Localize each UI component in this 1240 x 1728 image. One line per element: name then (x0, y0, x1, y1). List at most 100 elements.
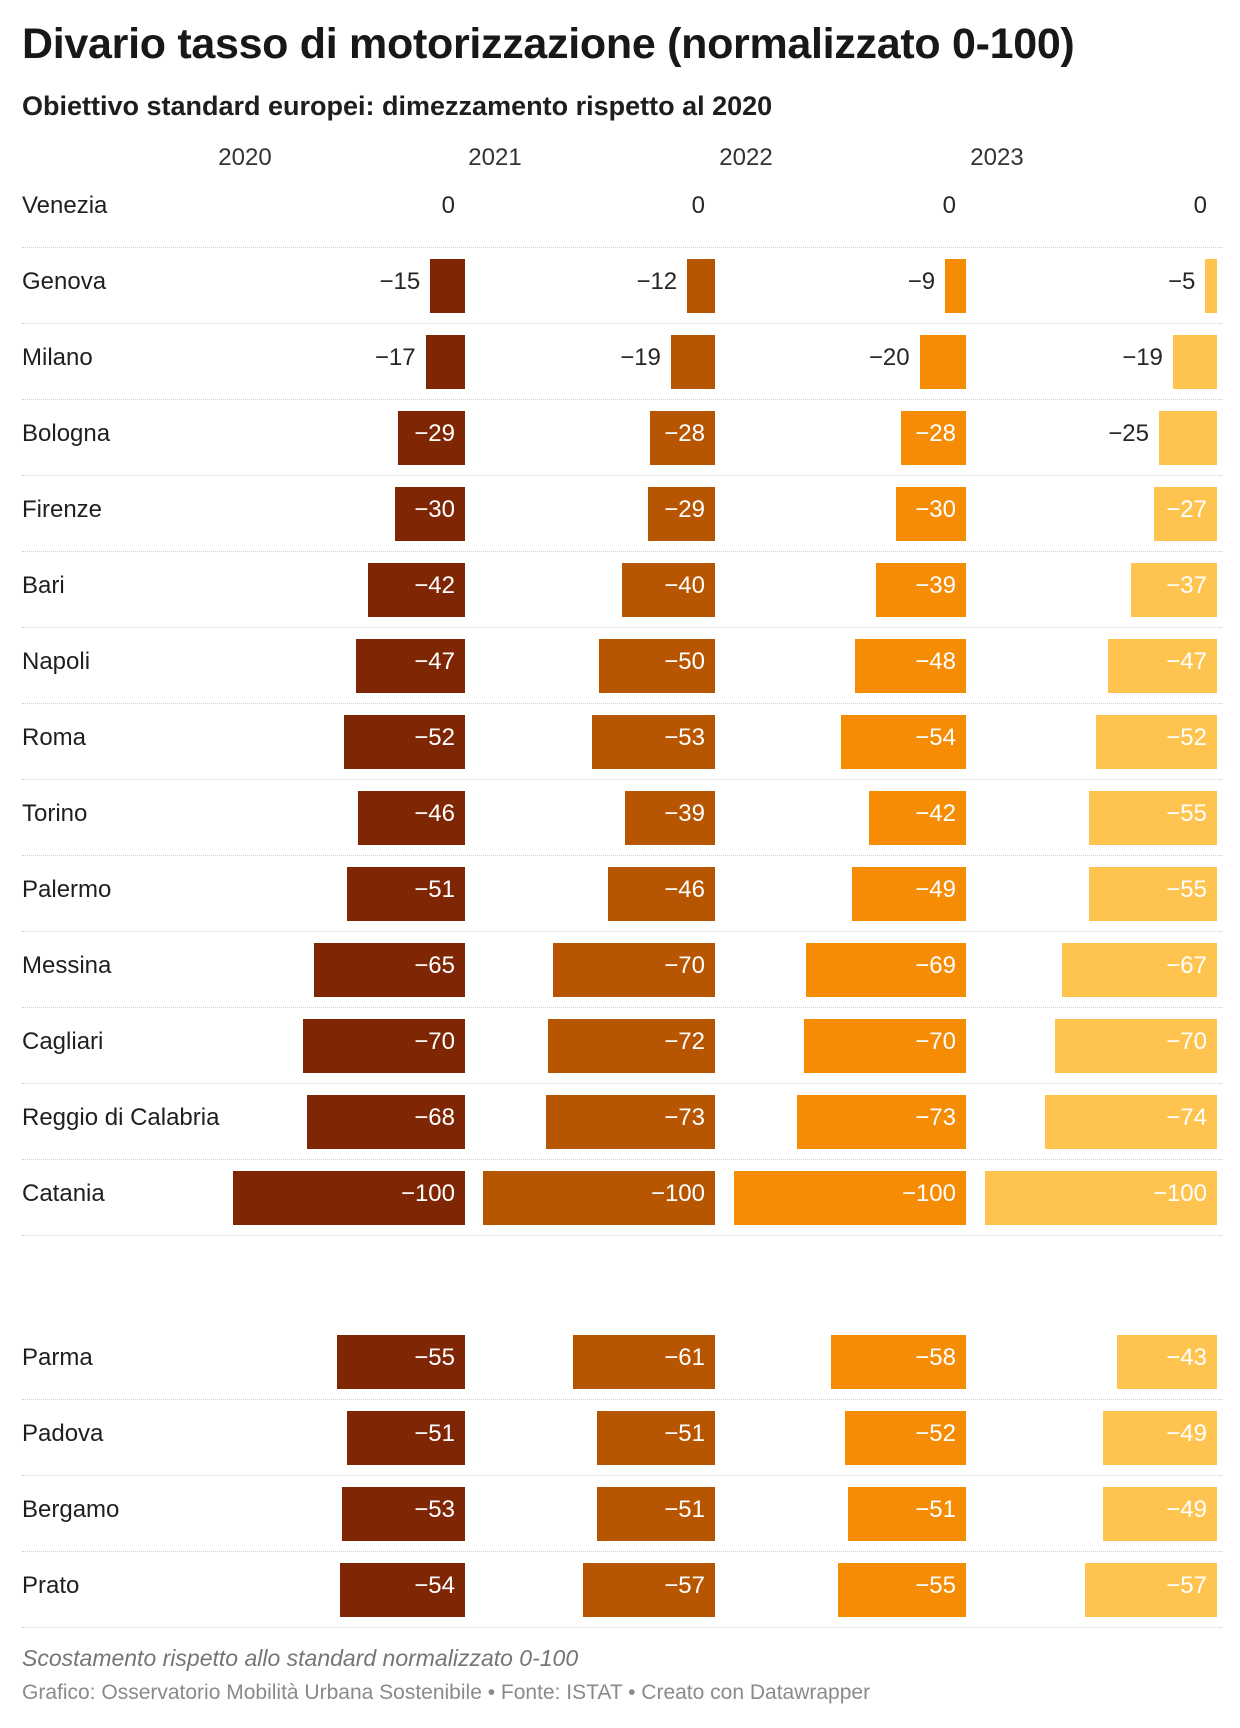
row-label: Prato (22, 1572, 80, 1599)
table-row: Catania −100 −100 −100 −100 (22, 1160, 1222, 1236)
row-label: Reggio di Calabria (22, 1104, 220, 1131)
data-label-2020: −55 (414, 1344, 455, 1371)
data-label-2022: −42 (915, 800, 956, 827)
data-label-2023: −74 (1166, 1104, 1207, 1131)
bar-2023 (1089, 791, 1217, 845)
data-label-2022: −51 (915, 1496, 956, 1523)
data-label-2021: −73 (664, 1104, 705, 1131)
data-label-2020: −17 (374, 344, 416, 371)
data-label-2023: −37 (1166, 572, 1207, 599)
bar-2021 (647, 487, 715, 541)
data-label-2020: −29 (414, 420, 455, 447)
bar-2022 (875, 563, 966, 617)
table-row: Milano −17 −19 −20 −19 (22, 324, 1222, 400)
row-label: Milano (22, 344, 93, 371)
bar-2020 (233, 1171, 465, 1225)
table-row: Bologna −29 −28 −28 −25 (22, 400, 1222, 476)
bar-2021 (552, 943, 715, 997)
bar-2020 (425, 335, 465, 389)
bar-2021 (596, 1411, 715, 1465)
data-label-2022: −70 (915, 1028, 956, 1055)
chart-subtitle: Obiettivo standard europei: dimezzamento… (22, 91, 773, 121)
row-label: Genova (22, 268, 107, 295)
bar-2023 (1103, 1487, 1217, 1541)
bar-2021 (596, 1487, 715, 1541)
bar-2023 (1084, 1563, 1217, 1617)
data-label-2021: −100 (650, 1180, 705, 1207)
chart-title: Divario tasso di motorizzazione (normali… (22, 20, 1075, 68)
table-row: Parma −55 −61 −58 −43 (22, 1324, 1222, 1400)
table-row: Venezia 0 0 0 0 (22, 172, 1222, 248)
data-label-2023: −47 (1166, 648, 1207, 675)
bar-2021 (599, 639, 715, 693)
data-label-2020: −30 (414, 496, 455, 523)
data-label-2020: −42 (414, 572, 455, 599)
data-label-2021: 0 (691, 192, 705, 219)
bar-2020 (355, 639, 465, 693)
bar-2021 (592, 715, 715, 769)
data-label-2023: −5 (1168, 268, 1196, 295)
data-label-2023: −57 (1166, 1572, 1207, 1599)
data-label-2023: −25 (1108, 420, 1149, 447)
row-label: Napoli (22, 648, 91, 675)
bar-2023 (1117, 1335, 1217, 1389)
bar-2022 (868, 791, 966, 845)
bar-2022 (838, 1563, 966, 1617)
bar-2021 (483, 1171, 715, 1225)
data-label-2020: −65 (414, 952, 455, 979)
bar-2022 (896, 487, 966, 541)
bar-2021 (624, 791, 715, 845)
table-row: Roma −52 −53 −54 −52 (22, 704, 1222, 780)
data-label-2020: −68 (414, 1104, 455, 1131)
data-label-2022: −58 (915, 1344, 956, 1371)
row-label: Bologna (22, 420, 111, 447)
row-label: Parma (22, 1344, 93, 1371)
row-label: Roma (22, 724, 87, 751)
column-header-2020: 2020 (218, 144, 272, 171)
data-label-2021: −61 (664, 1344, 705, 1371)
data-label-2022: 0 (942, 192, 956, 219)
table-row: Prato −54 −57 −55 −57 (22, 1552, 1222, 1628)
bar-2023 (1159, 411, 1217, 465)
bar-2020 (430, 259, 465, 313)
bar-2023 (985, 1171, 1217, 1225)
bar-2023 (1107, 639, 1217, 693)
bar-2022 (919, 335, 966, 389)
bar-2022 (734, 1171, 966, 1225)
data-label-2020: −100 (400, 1180, 455, 1207)
bar-2023 (1096, 715, 1217, 769)
data-label-2023: −100 (1152, 1180, 1207, 1207)
row-label: Torino (22, 800, 88, 827)
bar-2021 (622, 563, 715, 617)
bar-2023 (1154, 487, 1217, 541)
bar-2023 (1172, 335, 1217, 389)
data-label-2020: −51 (414, 1420, 455, 1447)
bar-2020 (358, 791, 465, 845)
row-label: Palermo (22, 876, 112, 903)
bar-2021 (547, 1019, 715, 1073)
bar-2020 (395, 487, 465, 541)
row-label: Firenze (22, 496, 103, 523)
data-label-2020: −51 (414, 876, 455, 903)
data-label-2020: −53 (414, 1496, 455, 1523)
bar-2022 (796, 1095, 966, 1149)
bar-2021 (650, 411, 715, 465)
data-label-2023: 0 (1193, 192, 1207, 219)
table-row: Messina −65 −70 −69 −67 (22, 932, 1222, 1008)
bar-2023 (1205, 259, 1217, 313)
row-label: Bari (22, 572, 65, 599)
data-label-2021: −40 (664, 572, 705, 599)
table-row: Padova −51 −51 −52 −49 (22, 1400, 1222, 1476)
row-label: Venezia (22, 192, 108, 219)
data-label-2021: −57 (664, 1572, 705, 1599)
data-label-2022: −20 (868, 344, 910, 371)
row-label: Cagliari (22, 1028, 104, 1055)
bar-2023 (1131, 563, 1217, 617)
bar-2021 (545, 1095, 715, 1149)
data-label-2023: −49 (1166, 1496, 1207, 1523)
data-label-2021: −72 (664, 1028, 705, 1055)
chart-note: Scostamento rispetto allo standard norma… (22, 1645, 579, 1671)
bar-2022 (852, 867, 966, 921)
data-label-2021: −19 (620, 344, 661, 371)
table-row: Napoli −47 −50 −48 −47 (22, 628, 1222, 704)
